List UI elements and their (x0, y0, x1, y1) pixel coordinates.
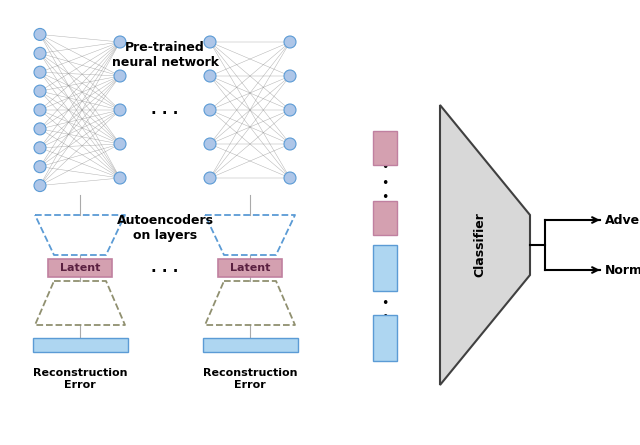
Text: Latent: Latent (230, 263, 270, 273)
FancyBboxPatch shape (373, 131, 397, 165)
Text: Normal: Normal (605, 263, 640, 276)
Circle shape (34, 161, 46, 173)
Text: Classifier: Classifier (474, 213, 486, 277)
Circle shape (34, 28, 46, 40)
Circle shape (114, 138, 126, 150)
FancyBboxPatch shape (373, 245, 397, 291)
Circle shape (34, 179, 46, 191)
Circle shape (284, 172, 296, 184)
FancyBboxPatch shape (373, 201, 397, 235)
Circle shape (204, 36, 216, 48)
Circle shape (284, 104, 296, 116)
Circle shape (204, 138, 216, 150)
Text: •
•
•: • • • (381, 282, 388, 324)
Circle shape (204, 104, 216, 116)
Circle shape (34, 142, 46, 154)
Circle shape (114, 36, 126, 48)
Text: •
•
•: • • • (381, 162, 388, 205)
Circle shape (34, 85, 46, 97)
Circle shape (284, 138, 296, 150)
Circle shape (284, 70, 296, 82)
FancyBboxPatch shape (373, 315, 397, 361)
Circle shape (284, 36, 296, 48)
Circle shape (34, 104, 46, 116)
Polygon shape (440, 105, 530, 385)
Circle shape (114, 104, 126, 116)
FancyBboxPatch shape (218, 259, 282, 277)
Text: Reconstruction
Error: Reconstruction Error (203, 368, 297, 390)
Text: Adversarial: Adversarial (605, 214, 640, 227)
Text: Pre-trained
neural network: Pre-trained neural network (111, 41, 218, 69)
Circle shape (34, 123, 46, 135)
Circle shape (114, 172, 126, 184)
FancyBboxPatch shape (202, 338, 298, 352)
Text: . . .: . . . (151, 102, 179, 117)
Text: Latent: Latent (60, 263, 100, 273)
Text: . . .: . . . (151, 260, 179, 275)
Circle shape (204, 172, 216, 184)
Circle shape (114, 70, 126, 82)
FancyBboxPatch shape (48, 259, 112, 277)
Text: Reconstruction
Error: Reconstruction Error (33, 368, 127, 390)
Circle shape (34, 66, 46, 78)
Circle shape (204, 70, 216, 82)
Text: Autoencoders
on layers: Autoencoders on layers (116, 214, 214, 242)
FancyBboxPatch shape (33, 338, 127, 352)
Circle shape (34, 47, 46, 59)
